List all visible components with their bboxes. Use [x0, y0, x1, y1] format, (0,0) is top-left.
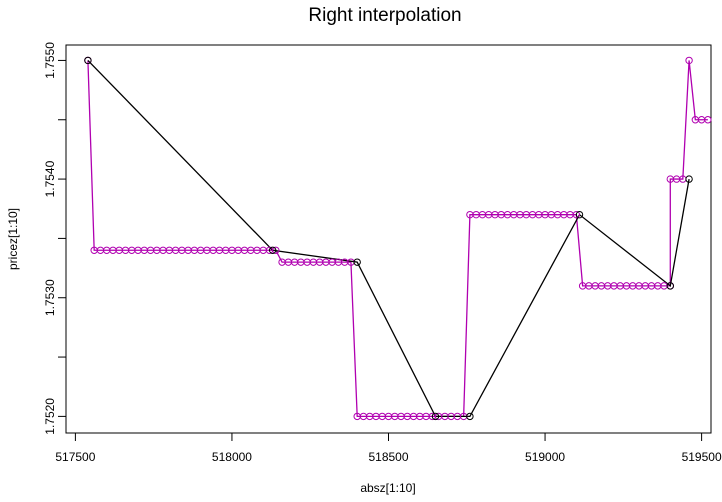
- chart-title: Right interpolation: [308, 5, 461, 26]
- interpolated-point: [704, 116, 712, 124]
- original-series-line: [87, 59, 690, 418]
- original-point: [353, 258, 361, 266]
- x-tick-label: 519500: [682, 450, 722, 464]
- series-lines: [87, 59, 708, 418]
- y-tick-label: 1.7540: [43, 160, 57, 197]
- interpolated-point: [272, 246, 280, 254]
- y-axis-label: pricez[1:10]: [6, 208, 20, 270]
- original-point: [268, 246, 277, 254]
- original-point: [431, 412, 440, 421]
- x-tick-label: 519000: [525, 450, 565, 464]
- original-point: [466, 412, 474, 421]
- original-point: [84, 56, 92, 65]
- series-points: [84, 56, 712, 421]
- interpolated-point: [685, 56, 693, 65]
- interpolated-point: [572, 210, 581, 219]
- x-axis: 517500 518000 518500 519000 519500: [55, 432, 722, 464]
- original-point: [575, 210, 584, 219]
- original-point: [666, 282, 674, 290]
- y-tick-label: 1.7520: [43, 398, 57, 435]
- interpolated-series-line: [87, 60, 708, 418]
- x-axis-label: absz[1:10]: [360, 481, 415, 495]
- y-tick-label: 1.7550: [43, 42, 57, 79]
- x-tick-label: 518000: [212, 450, 252, 464]
- x-tick-label: 518500: [368, 450, 408, 464]
- y-axis: 1.7520 1.7530 1.7540 1.7550: [43, 42, 67, 435]
- y-tick-label: 1.7530: [43, 279, 57, 316]
- x-tick-label: 517500: [55, 450, 95, 464]
- plot-frame: [65, 44, 712, 434]
- original-point: [685, 175, 693, 183]
